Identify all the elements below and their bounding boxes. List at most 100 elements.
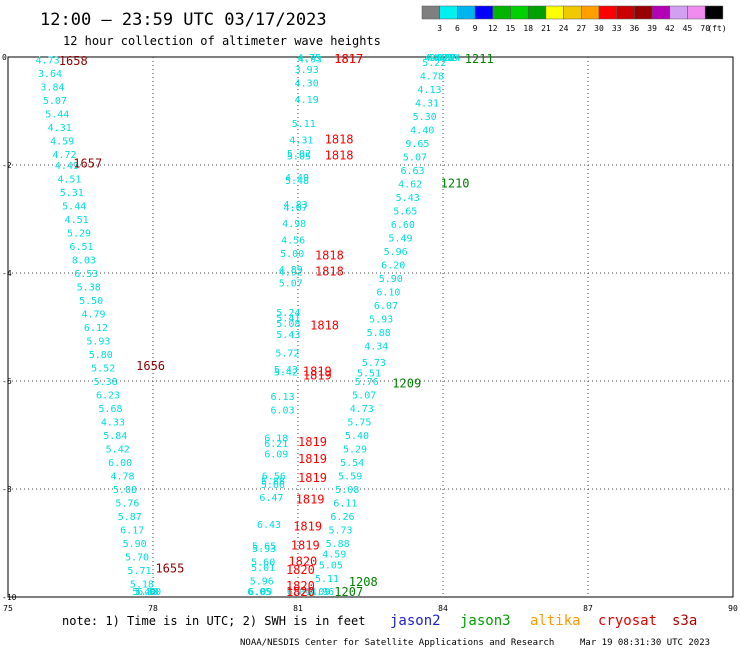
pass-label: 1818: [315, 265, 344, 279]
x-tick-label: 90: [728, 604, 738, 613]
y-tick-label: -8: [2, 485, 12, 494]
wave-height-label: 5.65: [393, 207, 417, 218]
wave-height-label: 4.49: [55, 161, 79, 172]
wave-height-label: 4.34: [364, 342, 388, 353]
wave-height-label: 5.80: [135, 587, 159, 598]
wave-height-label: 5.93: [86, 336, 110, 347]
pass-label: 1819: [298, 471, 327, 485]
colorbar-swatch: [651, 5, 671, 20]
wave-height-label: 5.01: [251, 563, 275, 574]
wave-height-label: 4.96: [310, 587, 334, 598]
colorbar-swatch: [545, 5, 564, 20]
wave-height-label: 6.47: [259, 493, 283, 504]
wave-height-label: 4.33: [101, 417, 125, 428]
wave-height-label: 4.19: [295, 95, 319, 106]
wave-height-label: 4.89: [279, 265, 303, 276]
wave-height-label: 5.00: [280, 249, 304, 260]
wave-height-label: 6.53: [74, 269, 98, 280]
wave-height-label: 5.05: [319, 560, 343, 571]
plot-area: 75 78 81 84 87 90 0 -2 -4 -6 -8 -10 4.73 3.64 3.84 5.0…: [2, 52, 738, 613]
wave-height-label: 5.68: [98, 404, 122, 415]
colorbar-swatch: [598, 5, 617, 20]
wave-height-label: 5.18: [130, 579, 154, 590]
pass-label: 1820: [286, 585, 315, 599]
colorbar-label: 70: [700, 24, 710, 33]
wave-height-label: 6.23: [96, 390, 120, 401]
wave-height-label: 6.60: [391, 220, 415, 231]
wave-height-label: 5.76: [355, 377, 379, 388]
wave-height-label: 4.73: [350, 404, 374, 415]
wave-height-label: 5.22: [422, 58, 446, 69]
wave-series: 4.73 3.64 3.84 5.07 5.44 4.31 4.59 4.724.49 4.51…: [36, 55, 162, 598]
wave-height-label: 4.13: [417, 85, 441, 96]
wave-height-label: 6.13: [270, 392, 294, 403]
wave-height-label: 5.05: [287, 152, 311, 163]
wave-height-label: 5.88: [261, 477, 285, 488]
wave-height-label: 6.04: [287, 587, 311, 598]
colorbar-label: 42: [665, 24, 675, 33]
colorbar-swatch: [527, 5, 547, 20]
wave-height-label: 4.98: [282, 219, 306, 230]
wave-height-label: 6.17: [120, 525, 144, 536]
colorbar-swatch: [616, 5, 635, 20]
wave-height-label: 5.09: [306, 587, 330, 598]
wave-height-label: 3.93: [295, 65, 319, 76]
wave-height-label: 5.80: [89, 350, 113, 361]
pass-label: 1819: [303, 365, 332, 379]
wave-height-label: 4.51: [65, 215, 89, 226]
wave-height-label: 5.93: [369, 315, 393, 326]
wave-height-label: 4.78: [420, 72, 444, 83]
wave-height-label: 4.67: [425, 53, 449, 64]
wave-height-label: 5.44: [45, 109, 69, 120]
satellite-jason3: jason3: [460, 613, 511, 629]
wave-height-label: 5.71: [127, 566, 151, 577]
wave-height-label: 3.64: [38, 69, 62, 80]
wave-height-label: 5.48: [285, 176, 309, 187]
wave-height-label: 4.62: [398, 180, 422, 191]
pass-label: 1210: [441, 177, 470, 191]
wave-height-label: 5.90: [379, 274, 403, 285]
wave-height-label: 5.42: [106, 444, 130, 455]
wave-height-label: 5.42: [274, 368, 298, 379]
x-tick-label: 78: [148, 604, 158, 613]
wave-height-label: 6.00: [108, 458, 132, 469]
wave-height-label: 8.03: [72, 255, 96, 266]
wave-height-marks: 4.733.643.845.075.444.314.594.724.494.51…: [36, 53, 461, 598]
wave-height-label: 4.67: [284, 203, 308, 214]
wave-height-label: 6.11: [333, 498, 357, 509]
wave-height-label: 6.43: [257, 520, 281, 531]
x-tick-label: 87: [583, 604, 593, 613]
wave-height-label: 5.50: [79, 296, 103, 307]
colorbar-label: 9: [473, 24, 478, 33]
pass-label: 1820: [288, 555, 317, 569]
wave-height-label: 5.72: [275, 349, 299, 360]
pass-label: 1818: [315, 249, 344, 263]
colorbar-swatch: [581, 5, 600, 20]
footer-timestamp: Mar 19 08:31:30 UTC 2023: [580, 638, 710, 648]
wave-height-label: 5.07: [279, 279, 303, 290]
colorbar-swatch: [492, 5, 511, 20]
pass-label: 1819: [298, 435, 327, 449]
colorbar-label: 15: [506, 24, 516, 33]
colorbar-label: 45: [683, 24, 693, 33]
wave-height-label: 4.31: [48, 123, 72, 134]
wave-height-label: 5.66: [261, 480, 285, 491]
wave-height-label: 4.78: [111, 471, 135, 482]
wave-height-label: 6.12: [84, 323, 108, 334]
wave-height-label: 4.75: [297, 53, 321, 64]
wave-height-label: 5.30: [413, 112, 437, 123]
axis-ticks: 75 78 81 84 87 90 0 -2 -4 -6 -8 -10: [2, 53, 738, 613]
wave-height-label: 5.38: [94, 377, 118, 388]
wave-height-label: 5.51: [357, 369, 381, 380]
wave-height-label: 4.73: [36, 55, 60, 66]
wave-height-label: 5.02: [287, 149, 311, 160]
colorbar-swatch: [563, 5, 582, 20]
colorbar-label: 3: [437, 24, 442, 33]
wave-height-label: 6.00: [137, 587, 161, 598]
grid-lines: [8, 57, 733, 597]
y-tick-label: -2: [2, 161, 12, 170]
satellite-legend: jason2 jason3 altika cryosat s3a: [390, 613, 697, 629]
colorbar-label: 27: [576, 24, 586, 33]
wave-height-label: 4.45: [427, 53, 451, 64]
wave-height-label: 5.96: [384, 247, 408, 258]
